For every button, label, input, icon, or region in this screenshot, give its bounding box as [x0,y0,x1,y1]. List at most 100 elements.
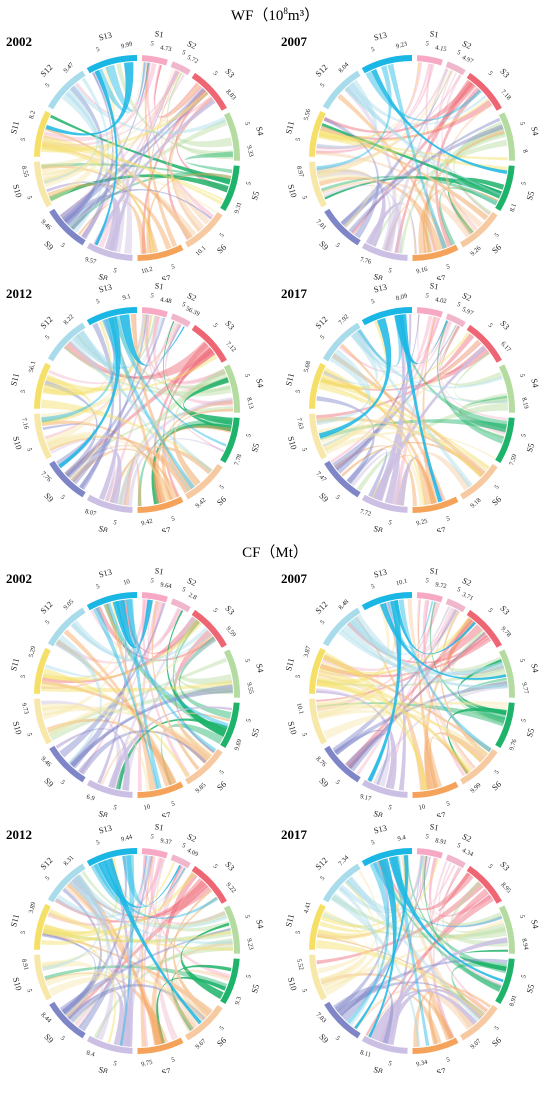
panel-year: 2002 [6,34,32,49]
sector-label: S4 [254,663,266,675]
sector-arc-s12 [47,607,86,647]
sector-arc-s5 [495,417,515,463]
chord-ribbon-s1 [317,855,424,939]
sector-arc-s6 [460,748,498,785]
sector-value-label: 10 [123,578,131,586]
tick-label: 5 [44,334,51,341]
chord-ribbon-s7 [422,316,438,505]
sector-arc-s1 [141,55,168,66]
sector-value-label: 56.1 [28,360,38,373]
chord-ribbon-s4 [173,368,226,484]
sector-value-label: 9.73 [20,702,30,715]
sector-arc-s10 [34,698,52,745]
sector-value-label: 8.83 [224,88,237,101]
sector-label: S13 [373,567,388,580]
chord-ribbon-s11 [42,872,196,937]
tick-label: 5 [456,49,462,57]
sector-label: S9 [317,776,330,789]
sector-value-label: 8.13 [245,397,254,410]
chord-ribbon-s10 [46,432,100,481]
tick-label: 5 [334,1035,341,1042]
chord-ribbons [316,855,508,1047]
sector-label: S7 [436,525,447,532]
panel-year: 2007 [281,571,307,586]
tick-label: 5 [371,583,376,591]
chord-panel-wf-2007: 2007 S1 5 4.15 S2 5 4.97 S3 5 7.18 S4 5 8 S5 5 8.1 S6 5 9… [275,30,550,300]
sector-value-label: 9.23 [395,41,408,51]
sector-label: S4 [529,919,541,931]
sector-value-label: 9.72 [435,581,447,590]
sector-label: S12 [313,599,329,615]
sector-value-label: 6.17 [499,340,512,354]
chord-ribbon-s9 [70,324,182,485]
sector-arc-s6 [185,463,223,500]
chord-ribbon-s9 [333,985,394,1044]
sector-value-label: 7.76 [39,470,53,484]
tick-label: 5 [518,373,526,378]
tick-label: 5 [295,389,303,394]
chord-ribbon-s11 [41,90,209,153]
chord-ribbon-s7 [46,718,177,786]
sector-arc-s13 [361,848,412,867]
chord-ribbon-s4 [454,351,508,404]
chord-ribbons [41,62,234,254]
chord-ribbon-s2 [80,70,179,239]
sector-arc-s9 [324,208,361,246]
tick-label: 5 [456,842,462,850]
tick-label: 5 [518,914,526,919]
sector-arc-s4 [498,905,515,954]
chord-ribbon-s2 [436,607,474,655]
chord-ribbon-s9 [332,324,457,471]
chord-ribbon-s6 [428,989,483,1045]
tick-label: 5 [96,46,101,54]
sector-label: S1 [429,567,440,577]
chord-ribbon-s7 [70,448,179,499]
tick-label: 5 [243,914,251,919]
sector-label: S2 [461,38,473,51]
sector-label: S11 [8,657,21,672]
sector-label: S7 [161,525,172,532]
sector-label: S5 [249,190,261,202]
sector-label: S1 [154,282,165,292]
chord-ribbon-s4 [322,912,506,939]
chord-ribbon-s13 [316,65,392,171]
chord-ribbon-s2 [417,314,451,365]
chord-ribbon-s9 [42,933,96,1014]
sector-arc-s8 [86,242,133,261]
chord-ribbon-s1 [429,857,491,917]
chord-ribbon-s13 [94,69,118,246]
chord-ribbon-s4 [81,870,227,928]
chord-ribbon-s12 [43,88,99,184]
sector-arc-s2 [445,313,466,328]
chord-ribbon-s3 [345,617,473,768]
sector-arc-s5 [220,958,240,1004]
chord-ribbon-s12 [316,348,371,426]
sector-label: S3 [498,603,511,616]
chord-ribbon-s10 [323,701,508,740]
sector-arc-s8 [86,1035,133,1054]
sector-label: S13 [373,823,388,836]
tick-label: 5 [319,619,326,626]
chord-ribbon-s7 [161,399,233,501]
chord-ribbon-s6 [322,654,492,753]
chord-ribbon-s9 [62,887,102,1019]
sector-label: S10 [286,720,299,735]
chord-ribbon-s3 [71,878,212,919]
chord-ribbon-s9 [44,380,98,477]
chord-ribbon-s6 [428,732,486,789]
sector-value-label: 9.46 [39,218,53,232]
chord-ribbon-s10 [316,603,390,711]
sector-value-label: 9.17 [359,793,373,803]
chord-ribbon-s3 [173,629,215,754]
chord-ribbon-s12 [79,316,163,369]
sector-value-label: 7.18 [499,88,512,101]
sector-label: S10 [11,720,24,735]
sector-value-label: 8.44 [39,1011,53,1025]
sector-label: S9 [42,1032,55,1045]
sector-arc-s4 [223,649,240,698]
chord-ribbon-s3 [447,618,505,676]
chord-ribbon-s8 [372,345,487,501]
tick-label: 5 [25,447,33,452]
sector-label: S11 [8,120,21,135]
chord-ribbon-s13 [97,860,181,908]
